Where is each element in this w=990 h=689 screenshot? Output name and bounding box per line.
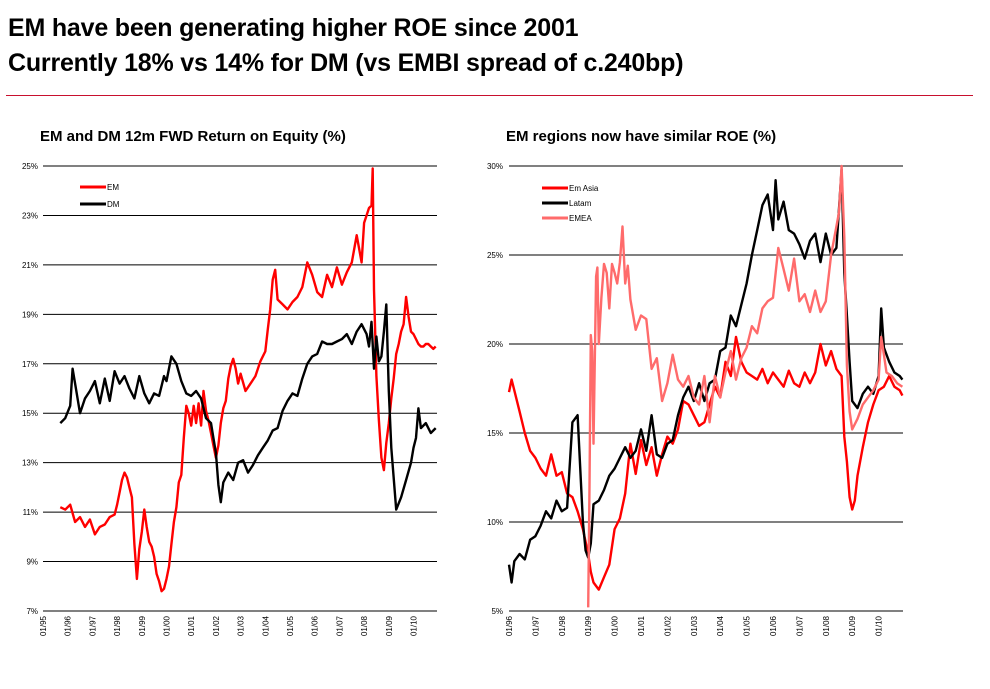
right-y-tick-label: 20% <box>487 340 503 349</box>
left-x-tick-label: 01/08 <box>360 615 369 636</box>
right-x-tick-label: 01/02 <box>663 615 672 636</box>
left-y-tick-label: 7% <box>26 607 38 616</box>
left-y-tick-label: 19% <box>22 310 38 319</box>
right-x-tick-label: 01/03 <box>690 615 699 636</box>
right-x-tick-label: 01/01 <box>637 615 646 636</box>
right-x-tick-label: 01/07 <box>795 615 804 636</box>
left-series-em <box>59 167 437 593</box>
left-x-tick-label: 01/04 <box>261 615 270 636</box>
right-legend-label: Em Asia <box>569 184 599 193</box>
left-x-tick-label: 01/02 <box>212 615 221 636</box>
right-x-tick-label: 01/99 <box>584 615 593 636</box>
right-chart-title: EM regions now have similar ROE (%) <box>506 128 777 145</box>
right-x-tick-label: 01/96 <box>505 615 514 636</box>
left-x-tick-label: 01/99 <box>138 615 147 636</box>
right-y-tick-label: 5% <box>491 607 503 616</box>
left-x-tick-label: 01/09 <box>385 615 394 636</box>
left-y-tick-label: 9% <box>26 558 38 567</box>
left-x-tick-label: 01/01 <box>187 615 196 636</box>
left-y-tick-label: 21% <box>22 261 38 270</box>
right-x-tick-label: 01/09 <box>848 615 857 636</box>
right-series-em-asia <box>507 335 904 591</box>
left-x-tick-label: 01/96 <box>64 615 73 636</box>
left-legend-label: DM <box>107 200 120 209</box>
right-x-tick-label: 01/00 <box>611 615 620 636</box>
left-x-tick-label: 01/95 <box>39 615 48 636</box>
left-x-tick-label: 01/03 <box>237 615 246 636</box>
left-y-tick-label: 11% <box>23 508 38 517</box>
right-y-tick-label: 10% <box>487 518 503 527</box>
right-legend-label: Latam <box>569 199 592 208</box>
right-x-tick-label: 01/10 <box>875 615 884 636</box>
headline-line-2: Currently 18% vs 14% for DM (vs EMBI spr… <box>8 49 684 77</box>
left-y-tick-label: 15% <box>22 409 38 418</box>
left-legend-label: EM <box>107 183 119 192</box>
left-y-tick-label: 25% <box>22 162 38 171</box>
right-y-tick-label: 25% <box>487 251 503 260</box>
left-x-tick-label: 01/06 <box>311 615 320 636</box>
right-chart-roe-em-regions: 5% 10% 15% 20% 25% 30% 01/96 01/97 01/98 01/99 01/… <box>487 162 904 636</box>
right-x-tick-label: 01/08 <box>822 615 831 636</box>
right-x-tick-label: 01/04 <box>716 615 725 636</box>
left-x-tick-label: 01/07 <box>335 615 344 636</box>
left-x-tick-label: 01/10 <box>410 615 419 636</box>
header-divider <box>6 95 973 96</box>
left-y-tick-label: 13% <box>22 459 38 468</box>
right-y-tick-label: 15% <box>487 429 503 438</box>
left-x-tick-label: 01/97 <box>88 615 97 636</box>
right-series-emea <box>587 164 904 608</box>
left-y-tick-label: 23% <box>22 211 38 220</box>
left-chart-roe-em-dm: 7% 9% 11% 13% 15% 17% 19% 21% 23% 25% 01/95 01/96 01… <box>22 162 437 636</box>
right-x-tick-label: 01/05 <box>743 615 752 636</box>
left-x-tick-label: 01/00 <box>163 615 172 636</box>
right-x-tick-label: 01/06 <box>769 615 778 636</box>
right-x-tick-label: 01/98 <box>558 615 567 636</box>
left-series-dm <box>59 303 437 511</box>
left-x-tick-label: 01/98 <box>113 615 122 636</box>
right-x-tick-label: 01/97 <box>531 615 540 636</box>
right-legend-label: EMEA <box>569 214 592 223</box>
left-y-tick-label: 17% <box>22 360 38 369</box>
left-chart-title: EM and DM 12m FWD Return on Equity (%) <box>40 128 346 145</box>
left-x-tick-label: 01/05 <box>286 615 295 636</box>
headline-line-1: EM have been generating higher ROE since… <box>8 14 579 42</box>
right-y-tick-label: 30% <box>487 162 503 171</box>
